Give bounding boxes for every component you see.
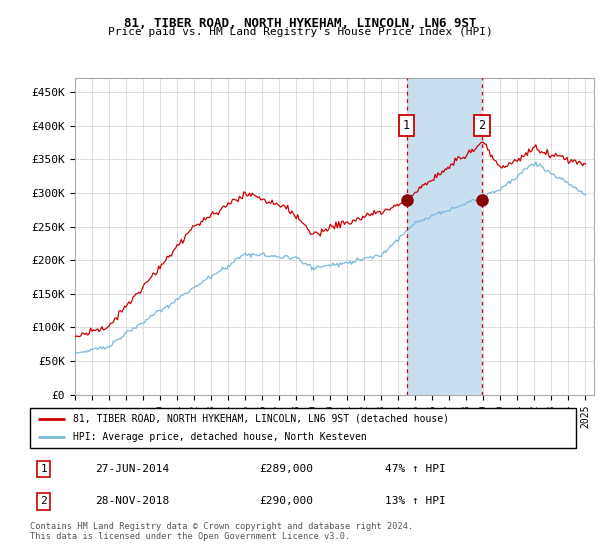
Text: 81, TIBER ROAD, NORTH HYKEHAM, LINCOLN, LN6 9ST: 81, TIBER ROAD, NORTH HYKEHAM, LINCOLN, … [124, 17, 476, 30]
Text: 27-JUN-2014: 27-JUN-2014 [95, 464, 170, 474]
Text: 2: 2 [478, 119, 485, 132]
Text: 28-NOV-2018: 28-NOV-2018 [95, 496, 170, 506]
Text: 47% ↑ HPI: 47% ↑ HPI [385, 464, 446, 474]
Text: 81, TIBER ROAD, NORTH HYKEHAM, LINCOLN, LN6 9ST (detached house): 81, TIBER ROAD, NORTH HYKEHAM, LINCOLN, … [73, 414, 449, 423]
Text: £290,000: £290,000 [259, 496, 313, 506]
Text: £289,000: £289,000 [259, 464, 313, 474]
Text: 13% ↑ HPI: 13% ↑ HPI [385, 496, 446, 506]
FancyBboxPatch shape [30, 408, 576, 448]
Text: 1: 1 [40, 464, 47, 474]
Text: HPI: Average price, detached house, North Kesteven: HPI: Average price, detached house, Nort… [73, 432, 367, 442]
Text: Contains HM Land Registry data © Crown copyright and database right 2024.
This d: Contains HM Land Registry data © Crown c… [30, 522, 413, 542]
Bar [407, 78, 482, 395]
Text: 1: 1 [403, 119, 410, 132]
Text: 2: 2 [40, 496, 47, 506]
Text: Price paid vs. HM Land Registry's House Price Index (HPI): Price paid vs. HM Land Registry's House … [107, 27, 493, 37]
